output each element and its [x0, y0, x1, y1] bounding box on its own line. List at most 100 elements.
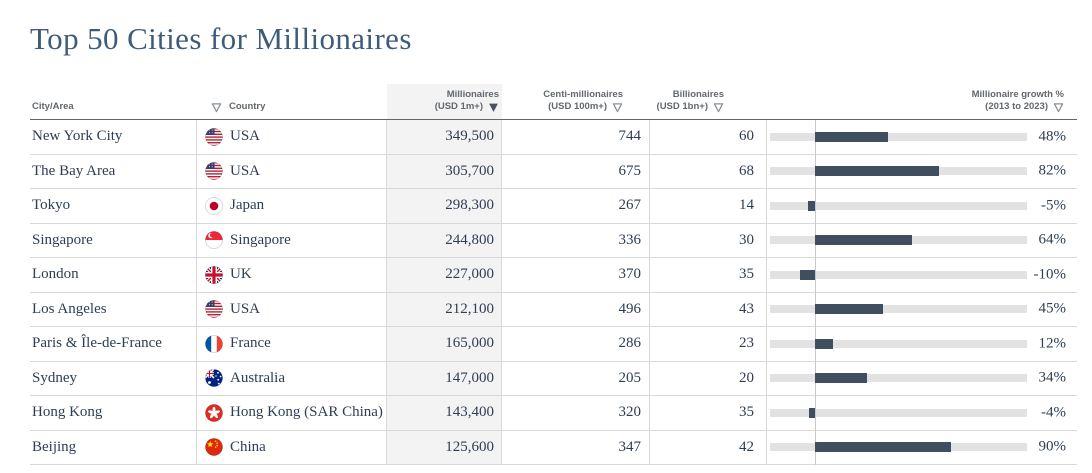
millionaires-value: 143,400 [387, 396, 502, 430]
col-header-millionaires-label-2: (USD 1m+) [434, 101, 483, 112]
centi-millionaires-value: 267 [502, 189, 650, 223]
growth-percent-label: -10% [1033, 266, 1067, 283]
cn-flag-icon [205, 438, 223, 457]
sort-triangle-icon[interactable] [612, 102, 623, 113]
city-cell: Tokyo [30, 189, 197, 223]
country-cell: China [197, 430, 387, 464]
page-title: Top 50 Cities for Millionaires [30, 21, 412, 56]
country-name: USA [230, 300, 261, 317]
growth-cell: 34% [767, 361, 1077, 396]
us-flag-icon [205, 162, 223, 181]
growth-percent-label: -4% [1041, 404, 1066, 421]
col-header-billionaires[interactable]: Billionaires (USD 1bn+) [650, 84, 767, 119]
city-name: Singapore [32, 231, 93, 248]
centi-millionaires-value: 370 [502, 258, 650, 292]
growth-bar-track [770, 395, 1027, 430]
sort-triangle-icon[interactable] [1053, 102, 1064, 113]
city-cell: New York City [30, 120, 197, 154]
city-name: Los Angeles [32, 300, 107, 317]
table-row: The Bay Area USA 305,700 675 68 82% [30, 154, 1077, 189]
billionaires-value: 23 [650, 327, 767, 361]
col-header-country[interactable]: Country [197, 84, 387, 119]
centi-millionaires-value: 347 [502, 430, 650, 464]
growth-bar-track [770, 154, 1027, 189]
city-name: London [32, 266, 79, 283]
growth-bar-track [770, 430, 1027, 465]
centi-millionaires-value: 286 [502, 327, 650, 361]
growth-zero-line [815, 395, 817, 430]
growth-cell: 45% [767, 292, 1077, 327]
billionaires-value: 30 [650, 223, 767, 257]
col-header-centi-label-2: (USD 100m+) [548, 101, 607, 112]
country-name: France [230, 335, 271, 352]
growth-bar-track [770, 188, 1027, 223]
col-header-city-label: City/Area [32, 101, 74, 112]
us-flag-icon [205, 127, 223, 146]
growth-zero-line [815, 257, 817, 292]
country-cell: USA [197, 120, 387, 154]
table-row: New York City USA 349,500 744 60 48% [30, 119, 1077, 155]
country-cell: USA [197, 292, 387, 326]
growth-bar [815, 442, 952, 453]
table-header: City/Area Country Millionaires (USD 1m+)… [30, 84, 1077, 120]
growth-percent-label: 82% [1038, 162, 1067, 179]
growth-cell: 90% [767, 430, 1077, 465]
country-cell: France [197, 327, 387, 361]
col-header-city[interactable]: City/Area [30, 84, 197, 119]
billionaires-value: 68 [650, 154, 767, 188]
country-cell: USA [197, 154, 387, 188]
growth-cell: 82% [767, 154, 1077, 189]
jp-flag-icon [205, 196, 223, 215]
sg-flag-icon [205, 231, 223, 250]
growth-zero-line [815, 188, 817, 223]
country-name: USA [230, 128, 261, 145]
city-cell: The Bay Area [30, 154, 197, 188]
growth-bar-track [770, 361, 1027, 396]
centi-millionaires-value: 205 [502, 361, 650, 395]
country-name: Singapore [230, 231, 291, 248]
table-row: Singapore Singapore 244,800 336 30 64% [30, 223, 1077, 258]
growth-bar [815, 166, 940, 177]
au-flag-icon [205, 369, 223, 388]
growth-cell: -5% [767, 188, 1077, 223]
city-cell: London [30, 258, 197, 292]
country-cell: Australia [197, 361, 387, 395]
table-row: Sydney Australia 147,000 205 20 34% [30, 361, 1077, 396]
growth-bar [800, 269, 816, 280]
table-row: Hong Kong Hong Kong (SAR China) 143,400 … [30, 395, 1077, 431]
table-row: London UK 227,000 370 35 -10% [30, 257, 1077, 293]
billionaires-value: 42 [650, 430, 767, 464]
city-name: Paris & Île-de-France [32, 335, 162, 352]
millionaires-table: City/Area Country Millionaires (USD 1m+)… [30, 84, 1077, 465]
growth-bar [815, 235, 913, 246]
col-header-centi-millionaires[interactable]: Centi-millionaires (USD 100m+) [502, 84, 650, 119]
table-body: New York City USA 349,500 744 60 48% The… [30, 119, 1077, 465]
billionaires-value: 60 [650, 120, 767, 154]
growth-percent-label: 48% [1038, 128, 1067, 145]
billionaires-value: 43 [650, 292, 767, 326]
growth-bar [815, 373, 867, 384]
growth-bar [815, 131, 888, 142]
growth-percent-label: 64% [1038, 231, 1067, 248]
sort-desc-active-icon[interactable] [488, 102, 499, 113]
col-header-growth[interactable]: Millionaire growth % (2013 to 2023) [767, 84, 1077, 119]
millionaires-value: 212,100 [387, 292, 502, 326]
growth-bar-track [770, 326, 1027, 361]
col-header-millionaires[interactable]: Millionaires (USD 1m+) [387, 84, 502, 119]
growth-bar-track [770, 223, 1027, 258]
city-cell: Singapore [30, 223, 197, 257]
city-cell: Sydney [30, 361, 197, 395]
growth-cell: 12% [767, 326, 1077, 361]
millionaires-value: 298,300 [387, 189, 502, 223]
city-cell: Beijing [30, 430, 197, 464]
growth-percent-label: 45% [1038, 300, 1067, 317]
city-cell: Paris & Île-de-France [30, 327, 197, 361]
col-header-billionaires-label-1: Billionaires [672, 89, 724, 100]
billionaires-value: 35 [650, 258, 767, 292]
growth-cell: -10% [767, 257, 1077, 292]
sort-triangle-icon[interactable] [713, 102, 724, 113]
filter-triangle-icon[interactable] [211, 102, 222, 113]
growth-cell: 64% [767, 223, 1077, 258]
centi-millionaires-value: 336 [502, 223, 650, 257]
